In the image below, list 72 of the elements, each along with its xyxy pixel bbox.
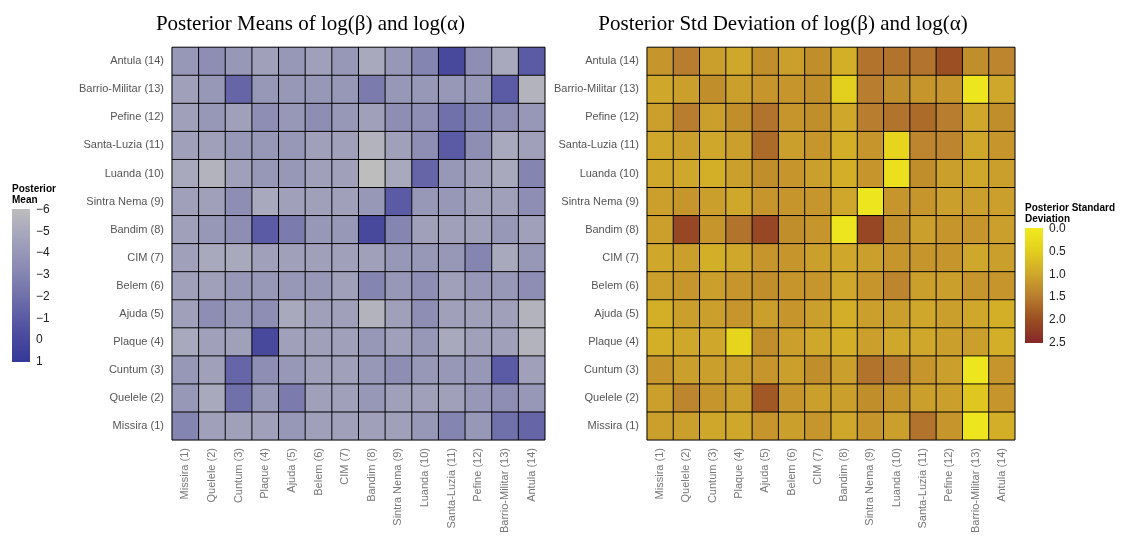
color-bar-label: −5 — [36, 223, 50, 238]
y-tick-label: Missira (1) — [112, 419, 164, 432]
color-bar-label: 2.5 — [1049, 335, 1066, 349]
y-tick-label: Belem (6) — [591, 278, 639, 291]
x-tick-label: Santa-Luzia (11) — [444, 448, 457, 529]
x-tick-label: Pefine (12) — [471, 448, 484, 502]
x-tick-label: Quelele (2) — [204, 448, 217, 503]
x-tick-label: Bandim (8) — [837, 448, 850, 502]
x-tick-label: Belem (6) — [784, 448, 797, 496]
y-tick-label: CIM (7) — [602, 250, 639, 263]
color-bar-title: Posterior Mean — [12, 183, 57, 205]
y-tick-label: Pefine (12) — [585, 110, 639, 123]
x-tick-label: Ajuda (5) — [758, 448, 771, 493]
x-tick-label: Sintra Nema (9) — [863, 448, 876, 526]
x-tick-label: Plaque (4) — [258, 448, 271, 499]
x-tick-label: Santa-Luzia (11) — [916, 448, 929, 529]
y-tick-label: Belem (6) — [116, 278, 164, 291]
x-tick-label: CIM (7) — [810, 448, 823, 485]
x-tick-label: Ajuda (5) — [284, 448, 297, 493]
x-tick-label: Belem (6) — [311, 448, 324, 496]
y-tick-label: Sintra Nema (9) — [561, 194, 639, 207]
x-tick-label: Sintra Nema (9) — [391, 448, 404, 526]
color-bar-label: −2 — [36, 288, 50, 303]
y-tick-label: Barrio-Militar (13) — [78, 82, 164, 95]
x-tick-label: Luanda (10) — [889, 448, 902, 508]
y-tick-label: Santa-Luzia (11) — [83, 138, 164, 151]
x-tick-label: Cuntum (3) — [231, 448, 244, 504]
y-tick-label: Ajuda (5) — [594, 306, 639, 319]
x-tick-label: Bandim (8) — [364, 448, 377, 502]
color-bar-label: 1.0 — [1049, 266, 1066, 281]
x-tick-label: Cuntum (3) — [705, 448, 718, 504]
y-tick-label: Ajuda (5) — [119, 306, 164, 319]
y-tick-label: Santa-Luzia (11) — [558, 138, 639, 151]
y-tick-label: CIM (7) — [127, 250, 164, 263]
color-bar-label: 2.0 — [1049, 312, 1066, 327]
chart-title: Posterior Std Deviation of log(β) and log(α) — [598, 11, 968, 36]
color-bar-label: −1 — [36, 310, 50, 325]
y-tick-label: Luanda (10) — [579, 166, 639, 179]
color-bar-label: 0.0 — [1049, 221, 1066, 235]
y-tick-label: Bandim (8) — [110, 222, 164, 235]
x-tick-label: Luanda (10) — [418, 448, 431, 508]
color-bar-label: −6 — [36, 202, 50, 216]
color-bar-label: 0 — [36, 332, 43, 347]
y-tick-label: Quelele (2) — [584, 390, 639, 403]
x-tick-label: Pefine (12) — [942, 448, 955, 502]
x-tick-label: Plaque (4) — [732, 448, 744, 499]
x-tick-label: Quelele (2) — [679, 448, 692, 503]
y-tick-label: Missira (1) — [587, 419, 639, 432]
y-tick-label: Pefine (12) — [110, 110, 164, 123]
x-tick-label: CIM (7) — [338, 448, 351, 485]
chart-title: Posterior Means of log(β) and log(α) — [155, 11, 466, 36]
y-tick-label: Cuntum (3) — [108, 362, 164, 375]
x-tick-label: Barrio-Militar (13) — [498, 448, 511, 534]
x-tick-label: Antula (14) — [524, 448, 537, 502]
y-tick-label: Antula (14) — [585, 54, 639, 67]
y-tick-label: Luanda (10) — [104, 166, 164, 179]
color-bar-label: 1.5 — [1049, 289, 1066, 304]
x-tick-label: Barrio-Militar (13) — [968, 448, 981, 534]
y-tick-label: Barrio-Militar (13) — [553, 82, 639, 95]
color-bar-label: −3 — [36, 267, 50, 282]
y-tick-label: Quelele (2) — [109, 390, 164, 403]
color-bar-title: Posterior Standard Deviation — [1025, 202, 1117, 224]
y-tick-label: Plaque (4) — [113, 334, 164, 347]
x-tick-label: Antula (14) — [994, 448, 1007, 502]
y-tick-label: Bandim (8) — [585, 222, 639, 235]
color-bar-label: 0.5 — [1049, 243, 1066, 258]
color-bar-label: −4 — [36, 245, 50, 260]
y-tick-label: Sintra Nema (9) — [86, 194, 164, 207]
y-tick-label: Plaque (4) — [588, 334, 639, 347]
y-tick-label: Antula (14) — [110, 54, 164, 67]
color-bar-label: 1 — [36, 354, 43, 368]
y-tick-label: Cuntum (3) — [583, 362, 639, 375]
